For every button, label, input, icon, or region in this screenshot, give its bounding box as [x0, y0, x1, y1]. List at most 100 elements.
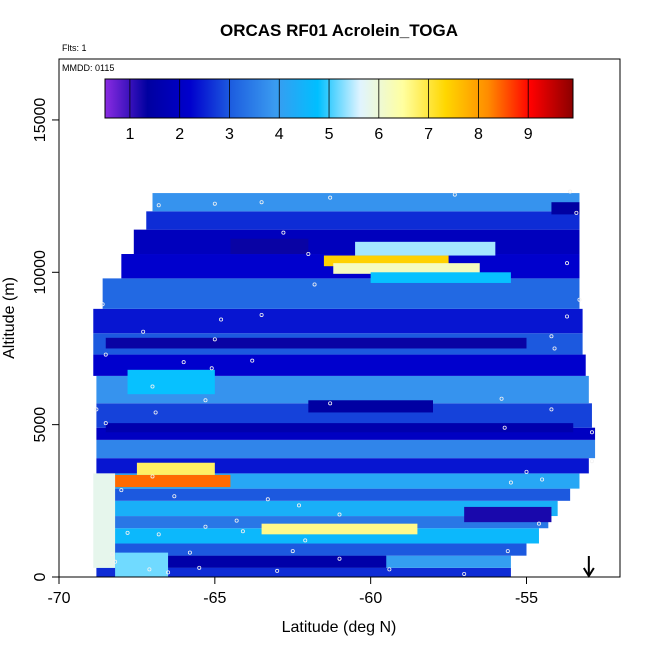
sample-point-1 — [212, 201, 217, 206]
sample-point-23 — [209, 366, 214, 371]
sample-point-55 — [337, 556, 342, 561]
sample-point-51 — [505, 549, 510, 554]
y-tick-label: 0 — [32, 572, 49, 581]
sample-point-17 — [212, 337, 217, 342]
colorbar-tick-6: 6 — [374, 126, 383, 143]
sample-point-10 — [565, 261, 570, 266]
heat-feature-6 — [261, 523, 418, 535]
heat-band-15 — [93, 308, 583, 334]
x-axis-label: Latitude (deg N) — [282, 619, 397, 636]
y-axis: 0 5000 10000 15000 — [32, 98, 59, 581]
heat-feature-3 — [333, 263, 480, 274]
sample-point-52 — [109, 552, 114, 557]
colorbar-tick-2: 2 — [175, 126, 184, 143]
sample-point-58 — [275, 568, 280, 573]
heat-band-2 — [96, 543, 527, 556]
sample-point-48 — [240, 529, 245, 534]
y-tick-label: 10000 — [32, 250, 49, 295]
sample-point-18 — [103, 352, 108, 357]
colorbar-tick-7: 7 — [424, 126, 433, 143]
sample-point-61 — [113, 559, 118, 564]
x-axis: -70 -65 -60 -55 — [47, 577, 538, 607]
heat-band-3 — [96, 528, 539, 544]
colorbar-tick-9: 9 — [524, 126, 533, 143]
sample-point-50 — [536, 521, 541, 526]
heat-feature-1 — [136, 462, 215, 475]
y-tick-label: 5000 — [32, 407, 49, 443]
sample-point-14 — [141, 329, 146, 334]
sample-point-46 — [125, 530, 130, 535]
sample-point-26 — [499, 396, 504, 401]
sample-point-27 — [94, 407, 99, 412]
sample-point-62 — [166, 570, 171, 575]
sample-point-30 — [153, 410, 158, 415]
colorbar-tick-8: 8 — [474, 126, 483, 143]
colorbar-tick-3: 3 — [225, 126, 234, 143]
heat-band-8 — [96, 458, 589, 474]
sample-point-8 — [306, 252, 311, 257]
heat-band-4 — [96, 516, 549, 529]
colorbar: 1 2 3 4 5 6 7 8 9 — [104, 78, 574, 143]
sample-point-22 — [549, 334, 554, 339]
sample-point-39 — [119, 488, 124, 493]
heat-band-19 — [146, 211, 580, 230]
colorbar-gradient — [104, 78, 574, 119]
sample-point-42 — [296, 503, 301, 508]
arrow-marker — [582, 556, 595, 578]
heat-feature-8 — [115, 552, 169, 577]
date-note: MMDD: 0115 — [62, 63, 114, 73]
sample-point-5 — [568, 189, 573, 194]
sample-point-60 — [147, 567, 152, 572]
heat-feature-10 — [105, 337, 527, 349]
sample-point-21 — [552, 346, 557, 351]
heat-feature-2 — [323, 255, 449, 267]
heat-band-6 — [96, 488, 571, 501]
sample-point-32 — [502, 425, 507, 430]
x-tick-label: -65 — [203, 590, 226, 607]
sample-points — [94, 189, 594, 576]
sample-point-49 — [303, 538, 308, 543]
y-axis-label: Altitude (m) — [1, 277, 18, 359]
sample-point-35 — [524, 469, 529, 474]
sample-point-28 — [549, 407, 554, 412]
sample-point-9 — [312, 282, 317, 287]
heat-feature-5 — [370, 272, 511, 283]
sample-point-43 — [337, 512, 342, 517]
sample-point-34 — [589, 459, 594, 464]
y-tick-label: 15000 — [32, 98, 49, 143]
heat-feature-7 — [93, 473, 116, 568]
flights-note: Flts: 1 — [62, 43, 87, 53]
heat-band-0 — [96, 567, 511, 577]
heat-feature-13 — [168, 555, 387, 568]
sample-point-47 — [156, 532, 161, 537]
sample-point-12 — [259, 312, 264, 317]
sample-point-2 — [259, 200, 264, 205]
heat-feature-0 — [105, 474, 231, 488]
chart-title: ORCAS RF01 Acrolein_TOGA — [220, 21, 458, 40]
sample-point-16 — [565, 314, 570, 319]
colorbar-tick-1: 1 — [125, 126, 134, 143]
heat-feature-11 — [308, 400, 433, 413]
sample-point-4 — [452, 192, 457, 197]
sample-point-44 — [234, 518, 239, 523]
sample-point-0 — [156, 203, 161, 208]
colorbar-tick-4: 4 — [275, 126, 284, 143]
sample-point-59 — [197, 565, 202, 570]
x-tick-label: -60 — [359, 590, 382, 607]
sample-point-25 — [203, 398, 208, 403]
sample-point-3 — [328, 195, 333, 200]
colorbar-tick-5: 5 — [325, 126, 334, 143]
sample-point-29 — [103, 421, 108, 426]
sample-point-13 — [100, 302, 105, 307]
heat-feature-12 — [105, 423, 574, 433]
heat-band-9 — [96, 439, 596, 459]
sample-point-54 — [290, 549, 295, 554]
heat-band-20 — [152, 193, 580, 212]
arrow-head — [582, 567, 595, 578]
heat-feature-14 — [464, 506, 552, 523]
heat-feature-15 — [551, 202, 580, 215]
sample-point-36 — [540, 477, 545, 482]
sample-point-57 — [462, 571, 467, 576]
heat-band-13 — [93, 354, 586, 376]
